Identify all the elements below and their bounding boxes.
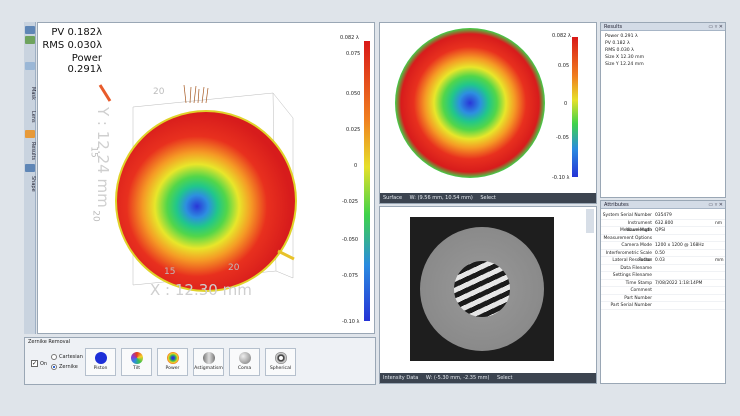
scale-label: -0.050 bbox=[342, 237, 359, 243]
attr-row: Measurement Options bbox=[601, 235, 725, 242]
status-select[interactable]: Select bbox=[480, 195, 496, 201]
piston-icon bbox=[94, 352, 107, 364]
attr-row: Settings Filename bbox=[601, 272, 725, 280]
attr-row: Part Serial Number bbox=[601, 302, 725, 310]
results-title-text: Results bbox=[604, 24, 623, 30]
tool-icon[interactable] bbox=[25, 26, 35, 34]
result-row: Power 0.291 λ bbox=[605, 34, 638, 39]
power-button[interactable]: Power bbox=[157, 348, 188, 376]
side-tools[interactable] bbox=[586, 209, 594, 233]
scale-label: 0.082 λ bbox=[552, 33, 571, 39]
intensity-image bbox=[410, 217, 554, 361]
tool-icon[interactable] bbox=[25, 36, 35, 44]
status-coords: W: (9.56 mm, 10.54 mm) bbox=[409, 195, 473, 201]
surface-map bbox=[395, 28, 545, 178]
status-mode: Intensity Data bbox=[383, 375, 419, 381]
result-row: RMS 0.030 λ bbox=[605, 48, 634, 53]
scale-label: -0.075 bbox=[342, 273, 359, 279]
attr-row: Lateral Resolution 0.03 mm bbox=[601, 257, 725, 265]
cartesian-label: Cartesian bbox=[59, 354, 83, 360]
on-checkbox[interactable]: ✓ bbox=[31, 360, 38, 367]
surface-disk bbox=[116, 111, 296, 291]
astigmatism-icon bbox=[202, 352, 215, 364]
zernike-title: Zernike Removal bbox=[28, 339, 71, 345]
surface-2d-panel[interactable]: 0.082 λ 0.05 0 -0.05 -0.10 λ Surface W: … bbox=[379, 22, 597, 204]
zernike-removal-panel: Zernike Removal ✓ On Cartesian Zernike P… bbox=[24, 337, 376, 385]
color-scale-bar bbox=[364, 41, 370, 321]
attr-row: Time Stamp 7/08/2022 1:18:14PM bbox=[601, 280, 725, 287]
attributes-panel: Attributes ▭ ▿ ✕ System Serial Number 035… bbox=[600, 200, 726, 384]
scale-label: -0.05 bbox=[556, 135, 569, 141]
scale-label: 0 bbox=[354, 163, 358, 169]
scale-label: -0.10 λ bbox=[342, 319, 360, 325]
attributes-title: Attributes ▭ ▿ ✕ bbox=[601, 201, 725, 209]
x-tick-1: 15 bbox=[164, 267, 176, 277]
tick-top: 20 bbox=[153, 87, 165, 97]
status-mode: Surface bbox=[383, 195, 403, 201]
result-row: Size X 12.30 mm bbox=[605, 55, 645, 60]
status-coords: W: (-5.30 mm, -2.35 mm) bbox=[425, 375, 490, 381]
attr-row: System Serial Number 035479 bbox=[601, 212, 725, 220]
scale-label: 0.025 bbox=[346, 127, 361, 133]
zernike-label: Zernike bbox=[59, 364, 78, 370]
left-toolbar: Mask Lens Results Shape bbox=[24, 22, 36, 334]
attr-row: Part Number bbox=[601, 295, 725, 302]
surface-3d-plot[interactable] bbox=[38, 23, 374, 333]
attr-row: Instrument Wavelength 632.800 nm bbox=[601, 220, 725, 233]
surface-3d-view[interactable]: PV 0.182λ RMS 0.030λ Power 0.291λ bbox=[37, 22, 375, 334]
toolbar-label-mask[interactable]: Mask bbox=[30, 86, 36, 100]
surface-2d-plot[interactable] bbox=[380, 23, 596, 193]
piston-button[interactable]: Piston bbox=[85, 348, 116, 376]
scale-label: 0.075 bbox=[346, 51, 361, 57]
results-panel: Results ▭ ▿ ✕ Power 0.291 λ PV 0.182 λ R… bbox=[600, 22, 726, 198]
fringe-pattern bbox=[454, 261, 510, 317]
pv-value: PV 0.182λ bbox=[51, 27, 102, 38]
surface-status-bar: Surface W: (9.56 mm, 10.54 mm) Select bbox=[380, 193, 596, 203]
cartesian-radio[interactable] bbox=[51, 354, 57, 360]
tilt-button[interactable]: Tilt bbox=[121, 348, 152, 376]
coma-button[interactable]: Coma bbox=[229, 348, 260, 376]
toolbar-label-lens[interactable]: Lens bbox=[30, 111, 36, 123]
scale-label: -0.025 bbox=[342, 199, 359, 205]
result-row: PV 0.182 λ bbox=[605, 41, 630, 46]
shape-icon[interactable] bbox=[25, 164, 35, 172]
window-controls[interactable]: ▭ ▿ ✕ bbox=[708, 202, 723, 208]
attr-row: Measure Mode QPSI bbox=[601, 227, 725, 235]
intensity-panel[interactable]: Intensity Data W: (-5.30 mm, -2.35 mm) S… bbox=[379, 206, 597, 384]
power-value: Power 0.291λ bbox=[67, 53, 102, 75]
attr-row: Comment bbox=[601, 287, 725, 295]
y-axis-label: Y : 12.24 mm bbox=[94, 107, 112, 208]
attributes-title-text: Attributes bbox=[604, 202, 629, 208]
toolbar-label-results[interactable]: Results bbox=[30, 141, 36, 161]
on-label: On bbox=[40, 361, 48, 367]
x-tick-2: 20 bbox=[228, 263, 240, 273]
color-scale-bar bbox=[572, 37, 578, 177]
result-row: Size Y 12.24 mm bbox=[605, 62, 644, 67]
spherical-button[interactable]: Spherical bbox=[265, 348, 296, 376]
scale-label: 0.050 bbox=[346, 91, 361, 97]
spherical-icon bbox=[274, 352, 287, 364]
attr-row: Interferometric Scale Factor 0.50 bbox=[601, 250, 725, 263]
power-icon bbox=[166, 352, 179, 364]
intensity-status-bar: Intensity Data W: (-5.30 mm, -2.35 mm) S… bbox=[380, 373, 596, 383]
status-select[interactable]: Select bbox=[497, 375, 513, 381]
scale-label: 0.05 bbox=[558, 63, 570, 69]
results-title: Results ▭ ▿ ✕ bbox=[601, 23, 725, 31]
tool-icon[interactable] bbox=[25, 62, 35, 70]
attr-row: Camera Mode 1200 x 1200 @ 168Hz bbox=[601, 242, 725, 250]
window-controls[interactable]: ▭ ▿ ✕ bbox=[708, 24, 723, 30]
tilt-icon bbox=[130, 352, 143, 364]
toolbar-label-shape[interactable]: Shape bbox=[30, 176, 36, 192]
rms-value: RMS 0.030λ bbox=[42, 40, 102, 51]
scale-label: 0.082 λ bbox=[340, 35, 359, 41]
attr-row: Data Filename bbox=[601, 265, 725, 272]
scale-label: 0 bbox=[564, 101, 568, 107]
coma-icon bbox=[238, 352, 251, 364]
scale-label: -0.10 λ bbox=[552, 175, 570, 181]
results-icon[interactable] bbox=[25, 130, 35, 138]
zernike-radio[interactable] bbox=[51, 364, 57, 370]
x-axis-label: X : 12.30 mm bbox=[150, 281, 252, 299]
astigmatism-button[interactable]: Astigmatism bbox=[193, 348, 224, 376]
